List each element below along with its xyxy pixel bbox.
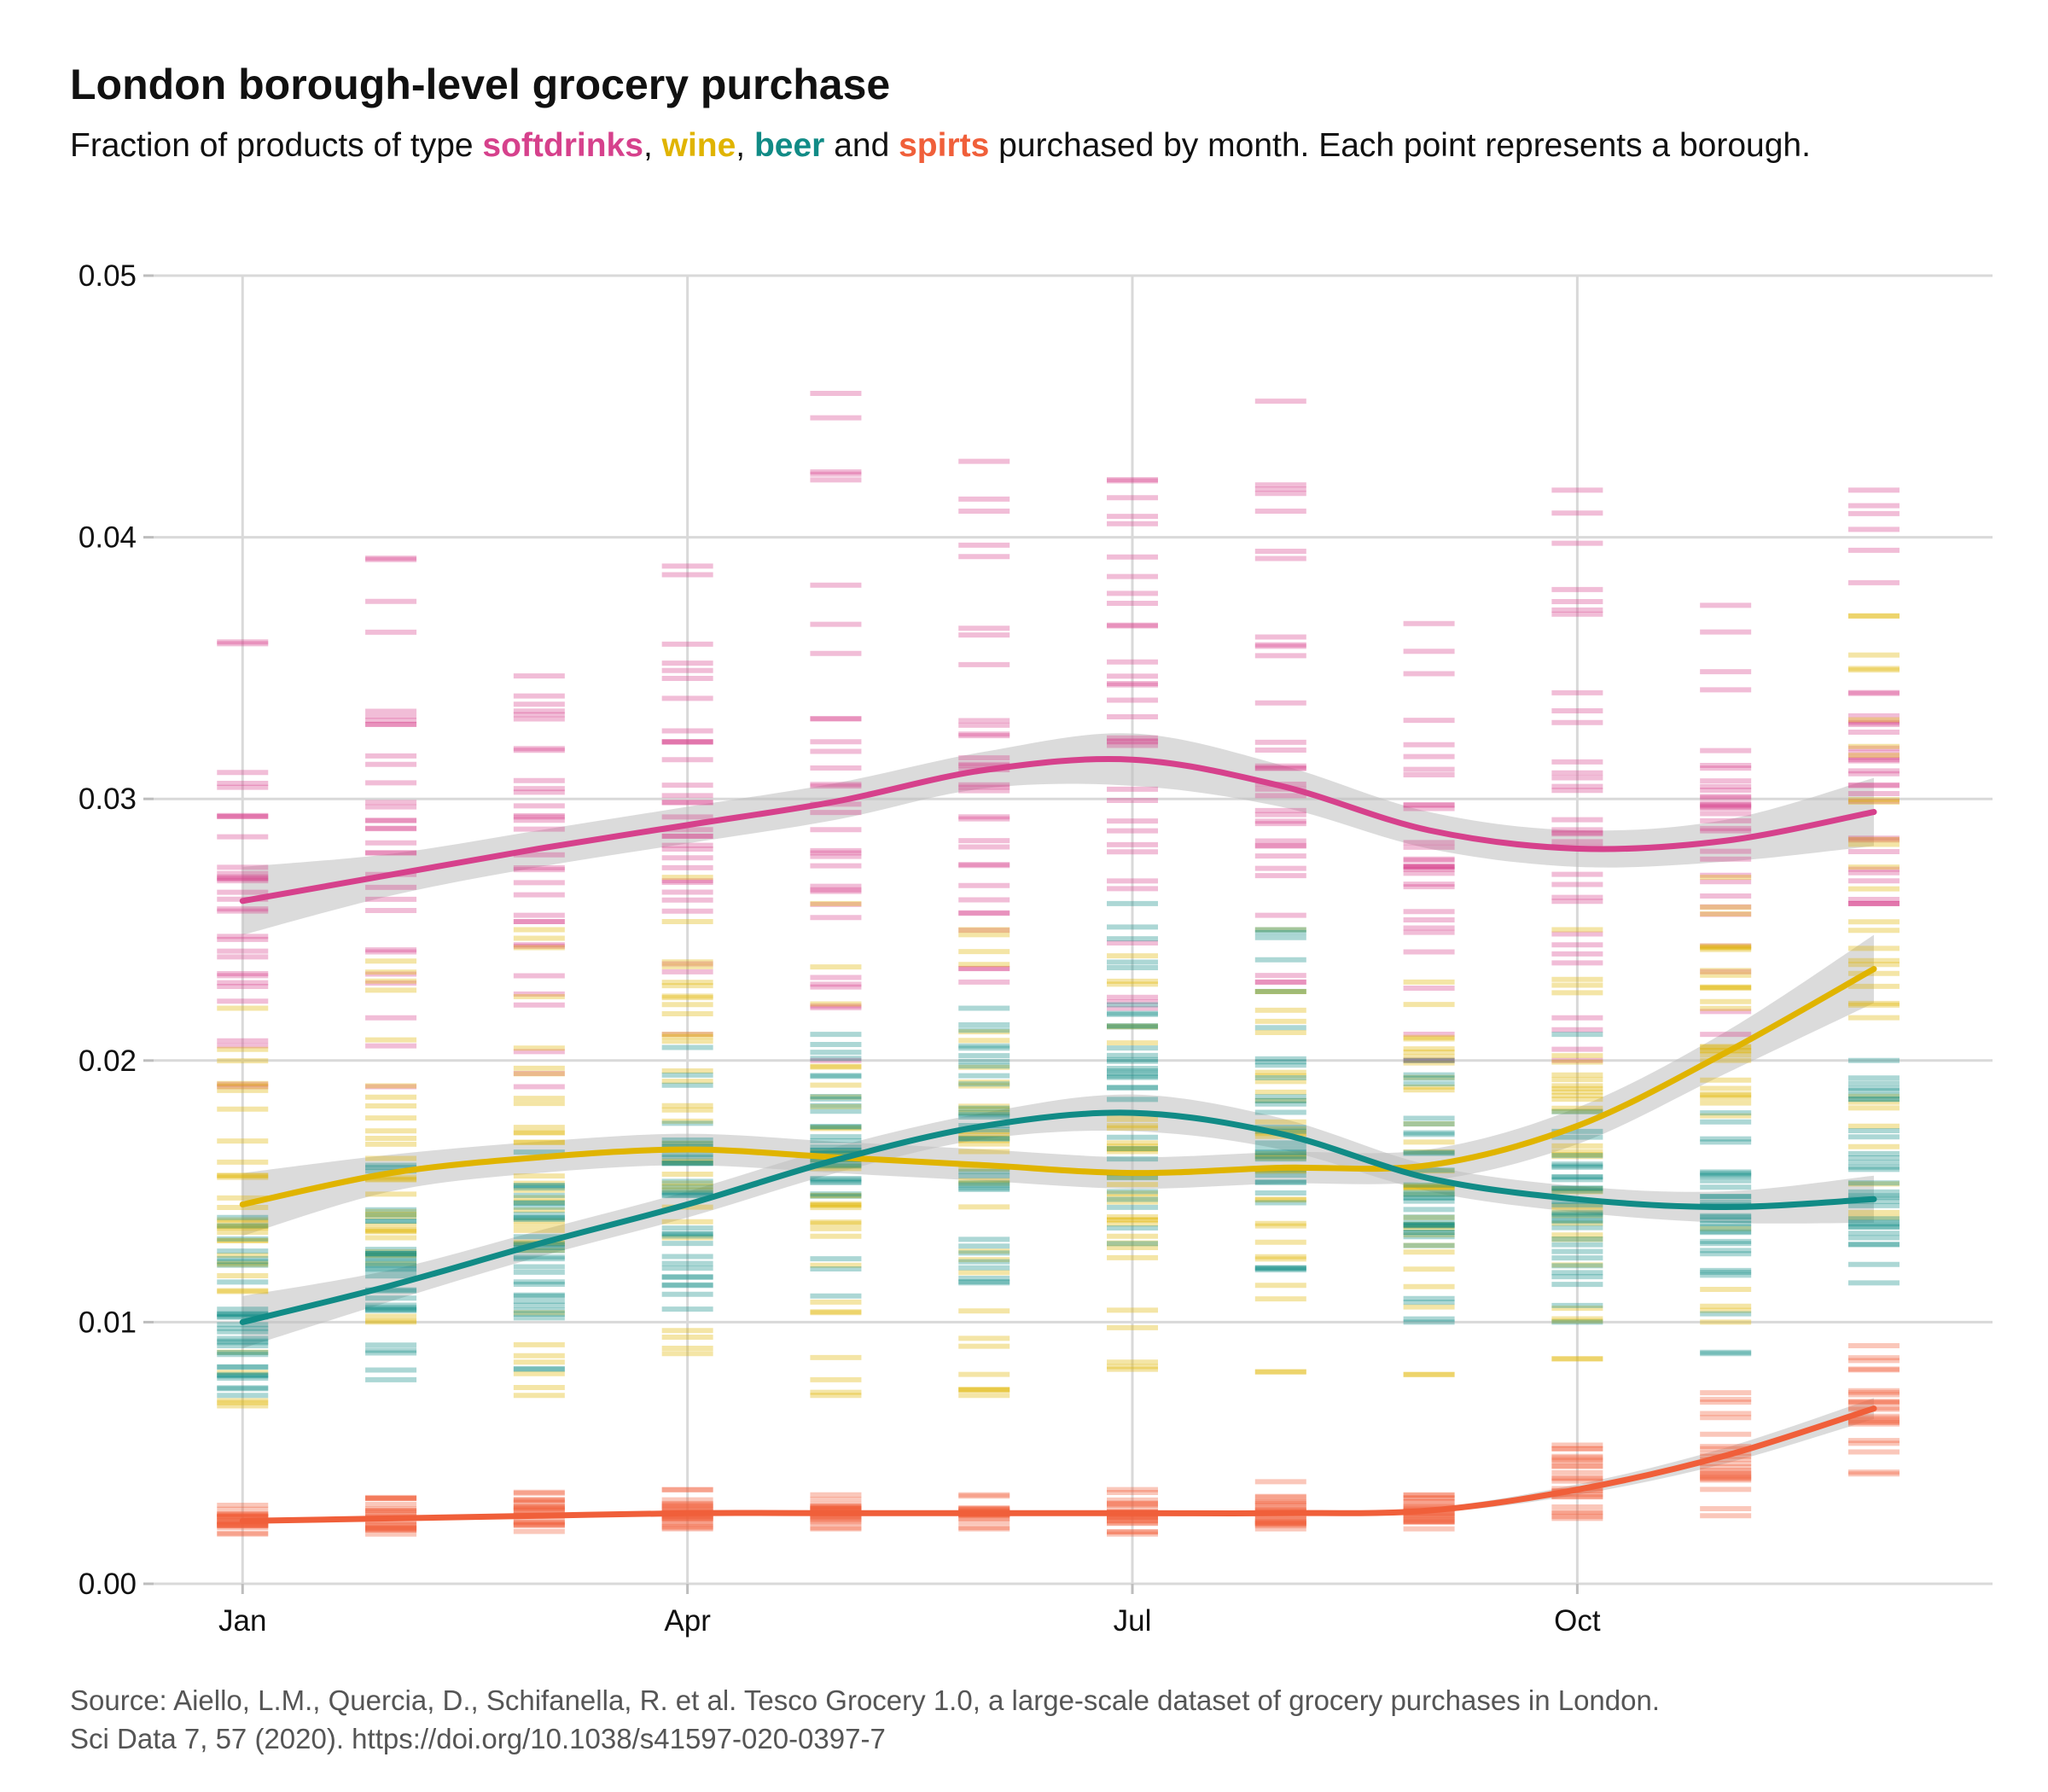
confidence-band-softdrinks: [242, 733, 1874, 935]
subtitle-keyword-beer: beer: [753, 127, 825, 164]
gridlines: [154, 274, 1993, 1585]
chart-caption: Source: Aiello, L.M., Quercia, D., Schif…: [70, 1681, 1990, 1758]
points-wine: [217, 613, 1900, 1409]
y-tick-label: 0.05: [79, 259, 137, 293]
y-tick-label: 0.03: [79, 783, 137, 816]
points-spirts: [217, 1342, 1900, 1537]
x-tick-label: Jul: [1114, 1604, 1152, 1638]
trend-line-wine: [239, 965, 1877, 1207]
confidence-bands: [242, 733, 1874, 1524]
trend-line-beer: [239, 1109, 1877, 1325]
points-beer: [217, 900, 1900, 1399]
y-axis: 0.00 0.01 0.02 0.03 0.04 0.05: [79, 259, 154, 1601]
y-tick-label: 0.04: [79, 521, 137, 555]
subtitle-keyword-softdrinks: softdrinks: [482, 127, 643, 164]
chart-title: London borough-level grocery purchase: [70, 61, 891, 108]
chart-subtitle: Fraction of products of type softdrinks,…: [70, 124, 1862, 168]
subtitle-separator: and: [824, 127, 899, 164]
trend-line-spirts: [239, 1405, 1877, 1524]
x-tick-label: Jan: [218, 1604, 266, 1638]
subtitle-prefix: Fraction of products of type: [70, 127, 483, 164]
subtitle-keyword-wine: wine: [661, 127, 736, 164]
y-tick-label: 0.00: [79, 1568, 137, 1601]
x-tick-label: Apr: [664, 1604, 711, 1638]
y-tick-label: 0.02: [79, 1044, 137, 1078]
x-axis: Jan Apr Jul Oct: [218, 1584, 1601, 1638]
borough-points: [217, 390, 1900, 1537]
confidence-band-beer: [242, 1094, 1874, 1349]
trend-line-softdrinks: [239, 755, 1877, 905]
confidence-band-spirts: [242, 1398, 1874, 1524]
x-tick-label: Oct: [1554, 1604, 1601, 1638]
y-tick-label: 0.01: [79, 1306, 137, 1339]
trend-lines: [239, 755, 1877, 1524]
caption-line-2: Sci Data 7, 57 (2020). https://doi.org/1…: [70, 1723, 886, 1754]
points-softdrinks: [217, 390, 1900, 1090]
subtitle-suffix: purchased by month. Each point represent…: [989, 127, 1811, 164]
caption-line-1: Source: Aiello, L.M., Quercia, D., Schif…: [70, 1684, 1661, 1716]
subtitle-separator: ,: [643, 127, 662, 164]
subtitle-separator: ,: [736, 127, 754, 164]
subtitle-keyword-spirts: spirts: [899, 127, 990, 164]
